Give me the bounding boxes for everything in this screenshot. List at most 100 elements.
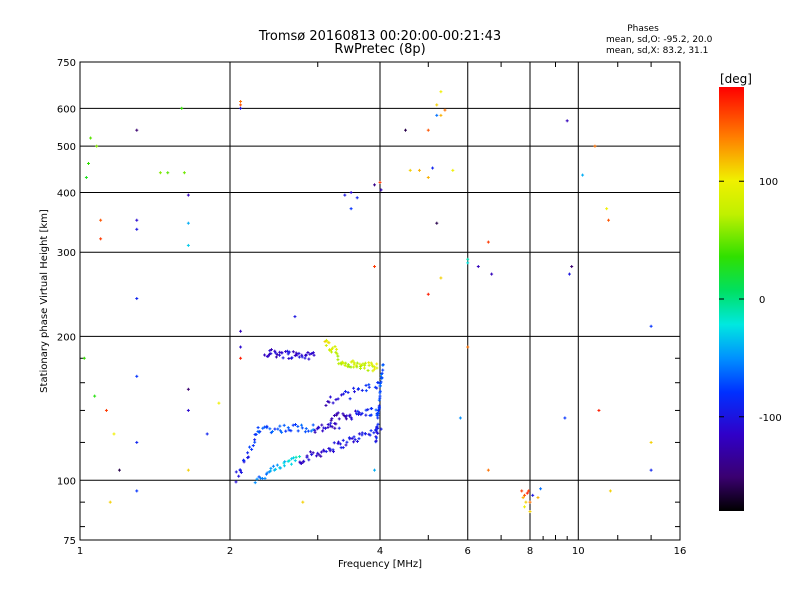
data-point [343, 364, 347, 368]
chart-subtitle: RwPretec (8p) [334, 42, 425, 57]
x-tick-label: 10 [572, 546, 585, 557]
data-point [368, 433, 372, 437]
data-point [186, 221, 190, 225]
data-point [324, 403, 328, 407]
data-point [567, 272, 571, 276]
data-point [336, 411, 340, 415]
data-point [319, 450, 323, 454]
data-point [108, 500, 112, 504]
data-point [304, 427, 308, 431]
data-point [95, 144, 99, 148]
grid-lines [80, 62, 680, 540]
data-point [287, 350, 291, 354]
data-point [335, 413, 339, 417]
data-point [379, 427, 383, 431]
data-point [417, 168, 421, 172]
data-point [117, 468, 121, 472]
data-point [367, 363, 371, 367]
data-point [458, 416, 462, 420]
data-point [251, 444, 255, 448]
data-point [285, 349, 289, 353]
data-point [295, 353, 299, 357]
data-point [287, 428, 291, 432]
phases-o-stats: mean, sd,O: -95.2, 20.0 [606, 35, 713, 45]
data-point [341, 412, 345, 416]
data-point [336, 354, 340, 358]
y-tick-label: 100 [57, 476, 76, 487]
data-point [269, 469, 273, 473]
data-point [186, 193, 190, 197]
data-point [364, 408, 368, 412]
data-point [281, 356, 285, 360]
y-tick-label: 500 [57, 142, 76, 153]
data-point [234, 480, 238, 484]
data-point [331, 346, 335, 350]
data-point [296, 429, 300, 433]
data-point [293, 354, 297, 358]
data-point [364, 389, 368, 393]
y-tick-label: 600 [57, 104, 76, 115]
x-tick-label: 4 [377, 546, 383, 557]
data-point [286, 352, 290, 356]
data-point [435, 113, 439, 117]
data-point [355, 365, 359, 369]
data-point [254, 432, 258, 436]
data-point [373, 365, 377, 369]
data-point [374, 429, 378, 433]
data-point [273, 349, 277, 353]
data-point [439, 90, 443, 94]
data-point [135, 128, 139, 132]
data-point [349, 416, 353, 420]
data-point [563, 416, 567, 420]
data-point [381, 368, 385, 372]
data-point [359, 413, 363, 417]
data-point [486, 468, 490, 472]
data-point [326, 422, 330, 426]
data-point [527, 489, 531, 493]
data-point [352, 386, 356, 390]
data-point [348, 414, 352, 418]
data-point [308, 450, 312, 454]
data-point [300, 355, 304, 359]
data-point [297, 355, 301, 359]
data-point [331, 448, 335, 452]
data-point [93, 394, 97, 398]
data-point [357, 411, 361, 415]
data-point [289, 429, 293, 433]
data-point [282, 423, 286, 427]
data-point [521, 496, 525, 500]
data-point [319, 454, 323, 458]
data-point [247, 455, 251, 459]
data-point [329, 421, 333, 425]
x-tick-label: 1 [77, 546, 83, 557]
data-point [99, 237, 103, 241]
data-points [82, 90, 653, 514]
data-point [349, 360, 353, 364]
data-point [333, 345, 337, 349]
data-point [294, 351, 298, 355]
data-point [336, 397, 340, 401]
data-point [280, 430, 284, 434]
data-point [443, 108, 447, 112]
data-point [531, 493, 535, 497]
data-point [287, 356, 291, 360]
phases-heading: Phases [627, 24, 659, 34]
data-point [260, 477, 264, 481]
y-axis-title: Stationary phase Virtual Height [km] [39, 209, 50, 393]
data-point [275, 352, 279, 356]
data-point [341, 446, 345, 450]
data-point [239, 100, 243, 104]
colorbar-label: [deg] [720, 72, 752, 86]
data-point [581, 173, 585, 177]
data-point [376, 422, 380, 426]
data-point [381, 363, 385, 367]
data-point [286, 426, 290, 430]
data-point [333, 426, 337, 430]
data-point [356, 387, 360, 391]
data-point [371, 364, 375, 368]
data-point [86, 161, 90, 165]
data-point [99, 218, 103, 222]
data-point [343, 193, 347, 197]
data-point [375, 430, 379, 434]
